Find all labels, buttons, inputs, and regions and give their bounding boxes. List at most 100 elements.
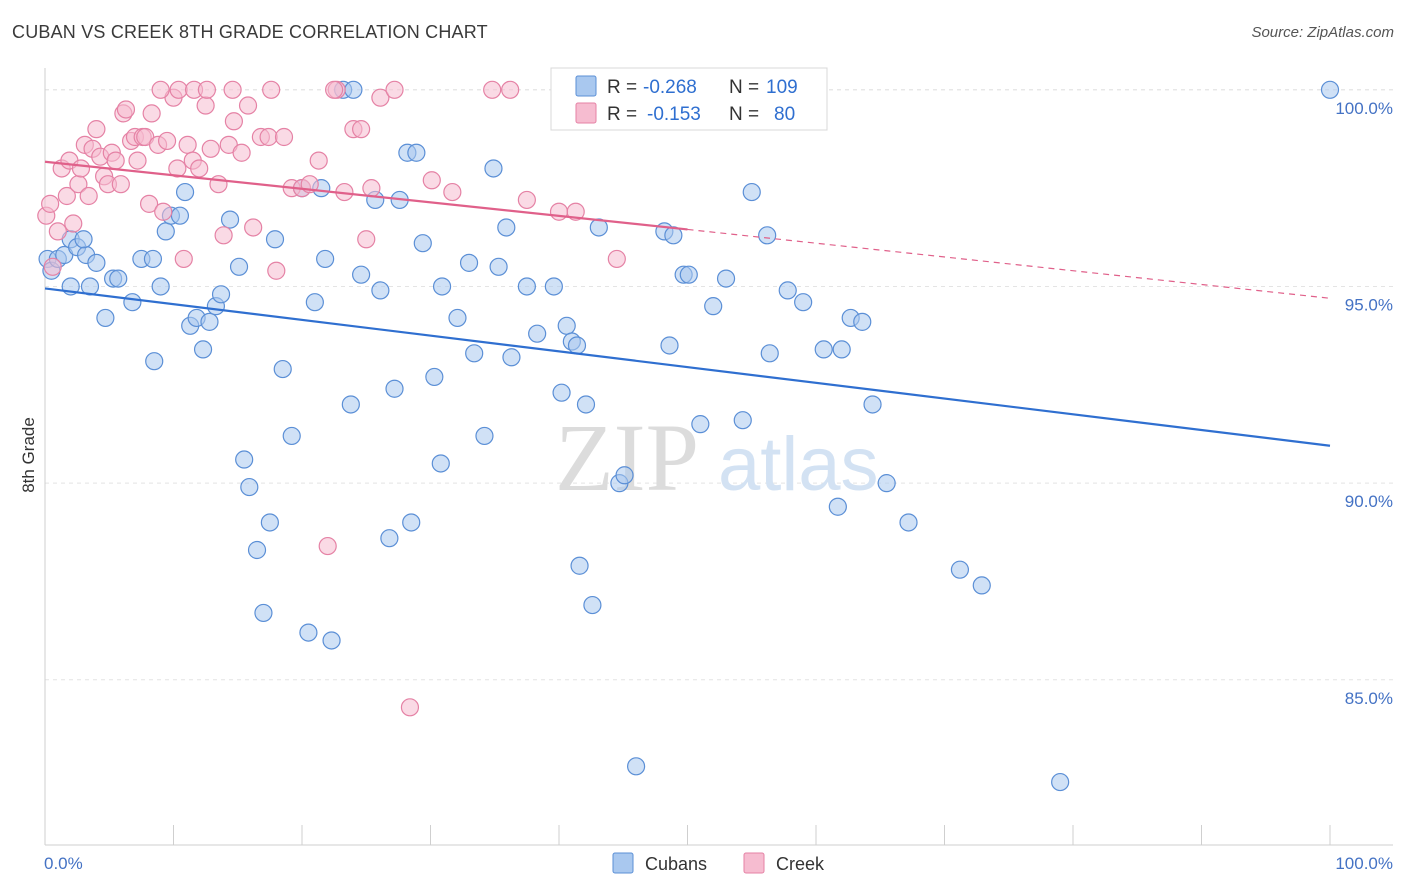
creek-point (214, 226, 233, 245)
creek-point (111, 175, 130, 194)
cubans-point (407, 143, 426, 162)
creek-point (357, 230, 376, 249)
cubans-point (570, 556, 589, 575)
y-axis-label: 8th Grade (19, 417, 38, 493)
cubans-point (950, 560, 970, 579)
creek-point (106, 151, 125, 170)
creek-point (71, 159, 91, 178)
creek-point (201, 139, 220, 158)
creek-point (371, 88, 390, 107)
cubans-point (260, 513, 279, 532)
cubans-point (235, 450, 254, 469)
legend-box (550, 67, 828, 131)
creek-point (244, 218, 263, 237)
creek-point (139, 194, 159, 213)
creek-point (309, 151, 328, 170)
creek-point (501, 80, 520, 99)
creek-point (259, 127, 278, 147)
cubans-point (425, 367, 444, 387)
cubans-point (475, 426, 494, 446)
creek-point (168, 159, 187, 178)
cubans-point (402, 513, 421, 532)
cubans-point (448, 308, 467, 328)
cubans-point (853, 312, 872, 331)
trend-lines (44, 160, 1331, 447)
cubans-point (489, 257, 508, 276)
creek-point (352, 120, 371, 139)
cubans-point (576, 395, 596, 414)
creek-point (224, 112, 243, 131)
creek-point (43, 257, 62, 276)
creek-point (154, 202, 173, 221)
bottom-legend-label-creek: Creek (776, 854, 825, 874)
creek-point (422, 171, 441, 190)
cubans-point (814, 340, 833, 359)
creek-point (267, 261, 286, 280)
cubans-point (552, 383, 571, 402)
cubans-point (299, 623, 318, 642)
x-tick-label-max: 100.0% (1335, 854, 1393, 873)
cubans-point (615, 466, 634, 485)
creek-point (318, 536, 337, 556)
cubans-point (200, 312, 219, 331)
cubans-point (972, 576, 991, 595)
legend-n-value-creek: 80 (774, 104, 795, 125)
creek-point (232, 143, 251, 162)
cubans-point (109, 269, 128, 288)
cubans-point (123, 293, 142, 312)
bottom-legend-swatch-creek (743, 852, 765, 874)
cubans-point (305, 293, 324, 312)
cubans-point (1320, 80, 1340, 99)
cubans-point (247, 540, 267, 560)
legend-swatch-creek (575, 102, 597, 124)
cubans-point (877, 474, 896, 493)
x-tick-label-min: 0.0% (44, 854, 83, 873)
cubans-point (432, 277, 452, 296)
creek-point (128, 151, 147, 170)
cubans-point (517, 277, 536, 296)
cubans-point (151, 277, 170, 296)
watermark: ZIP atlas (555, 404, 879, 511)
cubans-point (679, 265, 698, 284)
cubans-point (282, 426, 301, 446)
cubans-point (74, 230, 93, 249)
cubans-point (691, 415, 710, 434)
watermark-atlas: atlas (718, 422, 879, 507)
creek-point (443, 182, 462, 202)
cubans-point (265, 230, 285, 249)
cubans-point (716, 269, 736, 288)
y-tick-label: 85.0% (1345, 689, 1393, 708)
source-credit: Source: ZipAtlas.com (1251, 24, 1394, 41)
creek-point (262, 80, 281, 99)
cubans-point (899, 513, 918, 532)
legend-r-label-2: R = (607, 104, 637, 125)
creek-point (87, 120, 106, 139)
creek-point (169, 80, 188, 99)
cubans-trend-line (44, 287, 1331, 447)
creek-point (142, 104, 161, 123)
cubans-point (87, 253, 106, 272)
cubans-point (371, 281, 390, 300)
cubans-point (660, 336, 679, 355)
creek-trend-extension (687, 228, 1331, 299)
creek-point (197, 80, 217, 99)
cubans-point (794, 293, 813, 312)
cubans-point (240, 477, 259, 497)
creek-point (400, 698, 420, 717)
creek-point (190, 159, 209, 178)
cubans-point (583, 595, 602, 615)
cubans-point (733, 411, 752, 430)
creek-point (116, 100, 136, 119)
legend-n-label-2: N = (729, 104, 759, 125)
bottom-legend: Cubans Creek (612, 852, 825, 874)
cubans-point (1051, 772, 1070, 792)
chart-title: CUBAN VS CREEK 8TH GRADE CORRELATION CHA… (12, 22, 488, 42)
creek-point (48, 222, 67, 241)
cubans-point (863, 395, 882, 414)
cubans-point (567, 336, 587, 355)
creek-point (517, 190, 536, 210)
legend-n-label: N = (729, 77, 759, 98)
cubans-point (175, 182, 195, 202)
creek-point (483, 80, 502, 99)
